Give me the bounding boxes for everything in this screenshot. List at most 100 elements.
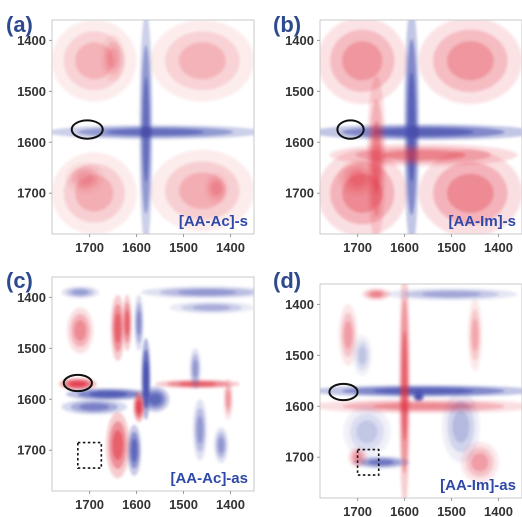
x-tick-label: 1400 [216, 240, 245, 255]
y-tick-label: 1400 [285, 297, 314, 312]
highlight-circle [336, 119, 365, 140]
contour-feature [460, 441, 499, 483]
highlight-circle [62, 373, 93, 393]
sample-tag: [AA-Im]-as [440, 477, 516, 494]
sample-tag: [AA-Ac]-s [179, 213, 248, 230]
contour-feature [66, 388, 151, 401]
contour-level [112, 430, 124, 461]
contour-level [192, 359, 198, 378]
contour-feature [338, 160, 377, 196]
contour-level [69, 381, 87, 387]
y-tick-label: 1400 [17, 33, 46, 48]
contour-feature [320, 399, 522, 414]
contour-level [342, 41, 383, 81]
contour-feature [343, 406, 391, 458]
contour-feature [61, 399, 128, 415]
highlight-box [77, 441, 103, 469]
contour-level [372, 388, 475, 394]
panel-label: (d) [273, 268, 301, 293]
contour-feature [352, 334, 372, 376]
plot-frame [51, 19, 255, 235]
highlight-circle [70, 119, 104, 140]
contour-layer [320, 20, 522, 234]
contour-feature [189, 348, 201, 390]
contour-feature [59, 377, 97, 391]
x-tick-label: 1700 [75, 497, 104, 512]
contour-level [131, 438, 138, 462]
contour-level [372, 128, 475, 136]
contour-level [356, 420, 378, 444]
x-tick-label: 1700 [343, 240, 372, 255]
x-tick-label: 1600 [122, 240, 151, 255]
y-tick-label: 1700 [17, 186, 46, 201]
contour-feature [385, 288, 518, 301]
contour-feature [223, 378, 233, 420]
x-tick-label: 1700 [343, 504, 372, 517]
x-tick-label: 1500 [437, 504, 466, 517]
contour-level [370, 291, 383, 297]
contour-level [149, 393, 162, 406]
contour-feature [442, 391, 480, 463]
contour-feature [52, 124, 254, 140]
x-tick-label: 1700 [75, 240, 104, 255]
plot-frame [319, 283, 522, 499]
contour-feature [134, 294, 144, 351]
y-tick-label: 1400 [17, 290, 46, 305]
contour-level [143, 360, 149, 398]
plot-frame [51, 276, 255, 492]
contour-level [471, 318, 479, 352]
contour-layer [59, 286, 254, 479]
y-tick-label: 1600 [17, 135, 46, 150]
contour-level [402, 330, 408, 441]
contour-layer [320, 284, 522, 498]
panel-label: (c) [6, 268, 33, 293]
y-tick-label: 1500 [285, 84, 314, 99]
contour-level [79, 403, 110, 411]
highlight-box [356, 448, 380, 476]
contour-level [226, 390, 231, 409]
y-tick-label: 1500 [285, 348, 314, 363]
contour-feature [418, 20, 522, 105]
contour-level [179, 42, 226, 80]
contour-level [447, 41, 494, 81]
y-tick-label: 1700 [285, 450, 314, 465]
panel-label: (a) [6, 12, 33, 37]
contour-feature [133, 391, 145, 423]
contour-feature [352, 456, 410, 469]
contour-feature [61, 286, 99, 299]
contour-level [343, 321, 353, 349]
contour-feature [467, 299, 483, 371]
sample-tag: [AA-Ac]-as [170, 470, 248, 487]
y-tick-label: 1600 [17, 392, 46, 407]
contour-level [71, 289, 89, 296]
contour-feature [214, 427, 229, 463]
panel-d: 1400 1500 1600 1700 1700 1600 1500 1400 (d) [AA-I… [273, 268, 522, 517]
contour-level [89, 391, 128, 397]
x-tick-label: 1600 [122, 497, 151, 512]
y-tick-label: 1600 [285, 399, 314, 414]
contour-level [452, 410, 470, 443]
contour-feature [141, 286, 254, 299]
y-tick-label: 1600 [285, 135, 314, 150]
contour-feature [204, 172, 229, 204]
contour-level [76, 171, 94, 185]
contour-level [471, 453, 489, 472]
contour-level [349, 169, 367, 186]
contour-level [196, 416, 204, 444]
contour-feature [127, 424, 142, 476]
contour-level [211, 181, 222, 196]
contour-level [421, 291, 482, 297]
contour-level [416, 393, 422, 399]
contour-level [107, 47, 119, 69]
contour-feature [398, 284, 411, 498]
contour-level [114, 313, 121, 343]
contour-feature [67, 307, 94, 354]
contour-feature [362, 288, 391, 301]
y-tick-label: 1400 [285, 33, 314, 48]
contour-feature [101, 35, 125, 82]
x-tick-label: 1600 [390, 240, 419, 255]
contour-feature [52, 152, 137, 234]
panel-label: (b) [273, 12, 301, 37]
